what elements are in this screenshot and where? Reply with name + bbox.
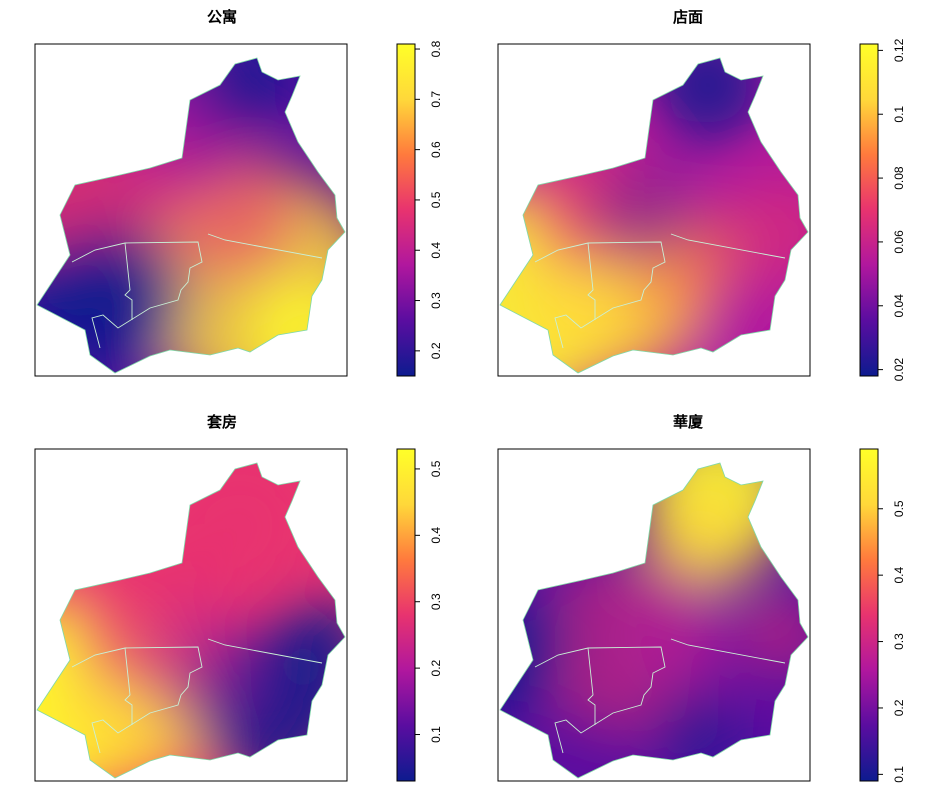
district-boundaries (534, 233, 786, 349)
panel-title: 華廈 (673, 413, 703, 431)
colorbar-tick-label: 0.3 (892, 633, 906, 650)
panel-2: 店面 0.02 0.04 0.06 0.08 0.1 0.12 (497, 8, 906, 382)
colorbar-tick-label: 0.2 (892, 699, 906, 716)
panel-1: 公寓 0.2 0.3 0.4 0.5 0.6 0.7 0.8 (34, 8, 443, 377)
colorbar-tick-label: 0.7 (429, 91, 443, 108)
colorbar-tick-label: 0.8 (429, 40, 443, 57)
heat-surface (37, 463, 345, 778)
colorbar-tick-label: 0.3 (429, 593, 443, 610)
colorbar-tick-label: 0.2 (429, 659, 443, 676)
district-outline (499, 462, 809, 779)
district-boundaries (534, 638, 786, 754)
colorbar-tick-label: 0.06 (892, 230, 906, 254)
colorbar-tick-label: 0.4 (429, 242, 443, 259)
colorbar (859, 448, 879, 782)
colorbar-tick-label: 0.2 (429, 342, 443, 359)
district-outline (36, 462, 346, 779)
colorbar-tick-label: 0.1 (892, 766, 906, 783)
panel-3: 套房 0.1 0.2 0.3 0.4 0.5 (34, 413, 443, 782)
colorbar (396, 43, 416, 377)
colorbar-tick-label: 0.5 (429, 460, 443, 477)
heat-surface (500, 463, 808, 778)
map-frame (34, 448, 348, 782)
map-frame (497, 448, 811, 782)
colorbar-tick-label: 0.08 (892, 166, 906, 190)
colorbar-tick-label: 0.5 (429, 191, 443, 208)
district-boundaries (71, 233, 323, 349)
colorbar (859, 43, 879, 377)
panel-4: 華廈 0.1 0.2 0.3 0.4 0.5 (497, 413, 906, 783)
map-frame (497, 43, 811, 377)
colorbar-tick-label: 0.4 (429, 527, 443, 544)
panel-title: 公寓 (207, 8, 237, 26)
colorbar-tick-label: 0.6 (429, 141, 443, 158)
colorbar-tick-label: 0.1 (429, 726, 443, 743)
colorbar-tick-label: 0.5 (892, 500, 906, 517)
colorbar-tick-label: 0.04 (892, 294, 906, 318)
district-outline (36, 57, 346, 374)
colorbar-tick-label: 0.02 (892, 358, 906, 382)
colorbar (396, 448, 416, 782)
colorbar-tick-label: 0.4 (892, 566, 906, 583)
colorbar-tick-label: 0.1 (892, 106, 906, 123)
panel-title: 套房 (206, 413, 237, 431)
colorbar-tick-label: 0.3 (429, 292, 443, 309)
district-boundaries (71, 638, 323, 754)
map-frame (34, 43, 348, 377)
panel-title: 店面 (673, 8, 703, 26)
heat-surface (37, 58, 345, 373)
district-outline (499, 57, 809, 374)
colorbar-tick-label: 0.12 (892, 38, 906, 62)
